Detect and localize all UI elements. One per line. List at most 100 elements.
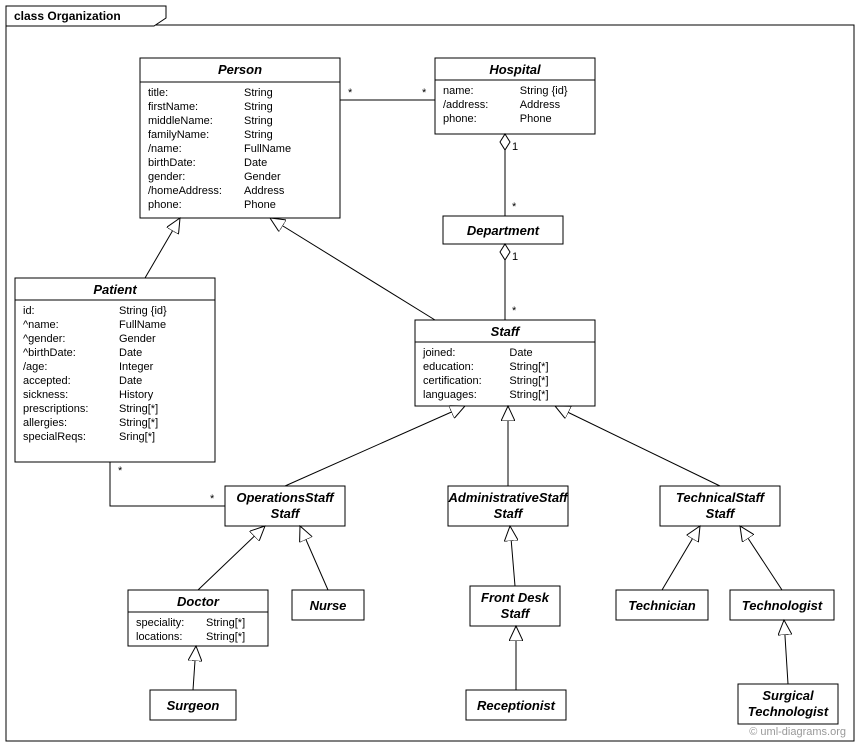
svg-text:*: *	[512, 305, 517, 317]
svg-text:Integer: Integer	[119, 361, 154, 373]
svg-text:prescriptions:: prescriptions:	[23, 403, 88, 415]
svg-text:^name:: ^name:	[23, 319, 59, 331]
svg-text:OperationsStaff: OperationsStaff	[236, 490, 335, 505]
svg-text:1: 1	[512, 141, 518, 153]
svg-text:Technologist: Technologist	[748, 704, 829, 719]
svg-text:History: History	[119, 389, 154, 401]
svg-text:id:: id:	[23, 305, 35, 317]
svg-text:String {id}: String {id}	[520, 85, 568, 97]
svg-text:String {id}: String {id}	[119, 305, 167, 317]
class-surgeon: Surgeon	[150, 690, 236, 720]
class-staff: Staffjoined:Dateeducation:String[*]certi…	[415, 320, 595, 406]
svg-text:String[*]: String[*]	[119, 403, 158, 415]
svg-text:Address: Address	[520, 99, 561, 111]
svg-text:FullName: FullName	[244, 143, 291, 155]
svg-text:allergies:: allergies:	[23, 417, 67, 429]
class-technologist: Technologist	[730, 590, 834, 620]
svg-text:/age:: /age:	[23, 361, 47, 373]
svg-text:Patient: Patient	[93, 282, 137, 297]
svg-text:Staff: Staff	[501, 606, 531, 621]
class-hospital: Hospital name: String {id} /address: Address…	[435, 58, 595, 134]
svg-text:String: String	[244, 101, 273, 113]
svg-text:Hospital: Hospital	[489, 62, 541, 77]
svg-text:specialReqs:: specialReqs:	[23, 431, 86, 443]
svg-text:TechnicalStaff: TechnicalStaff	[676, 490, 766, 505]
svg-text:sickness:: sickness:	[23, 389, 68, 401]
svg-text:phone:: phone:	[148, 199, 182, 211]
svg-text:title:: title:	[148, 87, 168, 99]
svg-text:Staff: Staff	[706, 506, 736, 521]
class-doctor: Doctorspeciality:String[*]locations:Stri…	[128, 590, 268, 646]
svg-text:String[*]: String[*]	[509, 361, 548, 373]
svg-text:speciality:: speciality:	[136, 617, 184, 629]
uml-diagram-canvas: class Organization Person title: String firs…	[0, 0, 860, 747]
class-frontdesk: Front DeskStaff	[470, 586, 560, 626]
svg-text:Gender: Gender	[119, 333, 156, 345]
svg-text:languages:: languages:	[423, 389, 477, 401]
svg-text:Department: Department	[467, 223, 540, 238]
class-adminstaff: AdministrativeStaffStaff	[448, 486, 570, 526]
svg-text:middleName:: middleName:	[148, 115, 213, 127]
watermark: © uml-diagrams.org	[749, 726, 846, 738]
svg-text:education:: education:	[423, 361, 474, 373]
svg-text:String: String	[244, 115, 273, 127]
svg-text:accepted:: accepted:	[23, 375, 71, 387]
svg-text:Gender: Gender	[244, 171, 281, 183]
svg-text:Surgical: Surgical	[762, 688, 814, 703]
svg-text:Staff: Staff	[491, 324, 521, 339]
frame-label: class Organization	[14, 9, 121, 23]
svg-text:/homeAddress:: /homeAddress:	[148, 185, 222, 197]
svg-text:Sring[*]: Sring[*]	[119, 431, 155, 443]
svg-text:Surgeon: Surgeon	[167, 698, 220, 713]
svg-text:Phone: Phone	[520, 113, 552, 125]
svg-text:Phone: Phone	[244, 199, 276, 211]
svg-text:certification:: certification:	[423, 375, 482, 387]
svg-text:String[*]: String[*]	[206, 631, 245, 643]
svg-text:*: *	[512, 201, 517, 213]
class-techstaff: TechnicalStaffStaff	[660, 486, 780, 526]
class-person: Person title: String firstName: String middle…	[140, 58, 340, 218]
svg-text:Date: Date	[244, 157, 267, 169]
svg-text:Front Desk: Front Desk	[481, 590, 550, 605]
svg-text:phone:: phone:	[443, 113, 477, 125]
class-technician: Technician	[616, 590, 708, 620]
svg-text:Address: Address	[244, 185, 285, 197]
class-receptionist: Receptionist	[466, 690, 566, 720]
svg-text:Technologist: Technologist	[742, 598, 823, 613]
svg-text:*: *	[210, 493, 215, 505]
svg-text:Receptionist: Receptionist	[477, 698, 556, 713]
svg-text:String[*]: String[*]	[206, 617, 245, 629]
class-nurse: Nurse	[292, 590, 364, 620]
class-patient: Patient id: String {id} ^name: FullName ^gend…	[15, 278, 215, 462]
svg-text:Staff: Staff	[494, 506, 524, 521]
svg-text:Staff: Staff	[271, 506, 301, 521]
svg-text:Person: Person	[218, 62, 262, 77]
svg-text:^birthDate:: ^birthDate:	[23, 347, 76, 359]
svg-text:Date: Date	[119, 375, 142, 387]
svg-text:/address:: /address:	[443, 99, 488, 111]
svg-text:String[*]: String[*]	[509, 389, 548, 401]
svg-text:familyName:: familyName:	[148, 129, 209, 141]
svg-text:firstName:: firstName:	[148, 101, 198, 113]
svg-text:*: *	[422, 87, 427, 99]
class-opsstaff: OperationsStaffStaff	[225, 486, 345, 526]
svg-text:String[*]: String[*]	[119, 417, 158, 429]
svg-text:^gender:: ^gender:	[23, 333, 65, 345]
svg-text:1: 1	[512, 251, 518, 263]
svg-text:/name:: /name:	[148, 143, 182, 155]
svg-text:Technician: Technician	[628, 598, 695, 613]
svg-text:Date: Date	[119, 347, 142, 359]
svg-text:*: *	[118, 465, 123, 477]
svg-text:locations:: locations:	[136, 631, 182, 643]
svg-text:birthDate:: birthDate:	[148, 157, 196, 169]
svg-text:AdministrativeStaff: AdministrativeStaff	[448, 490, 570, 505]
svg-text:FullName: FullName	[119, 319, 166, 331]
svg-text:Nurse: Nurse	[310, 598, 347, 613]
svg-text:gender:: gender:	[148, 171, 185, 183]
svg-text:*: *	[348, 87, 353, 99]
class-surgtech: SurgicalTechnologist	[738, 684, 838, 724]
svg-text:String[*]: String[*]	[509, 375, 548, 387]
svg-text:name:: name:	[443, 85, 474, 97]
svg-text:joined:: joined:	[422, 347, 455, 359]
class-department: Department	[443, 216, 563, 244]
